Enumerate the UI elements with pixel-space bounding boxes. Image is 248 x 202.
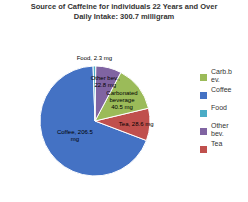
html-text:Other bev.: Other bev.	[211, 122, 229, 137]
svg-text:Tea, 28.6 mg: Tea, 28.6 mg	[119, 121, 154, 127]
html-text:Source of Caffeine for individ: Source of Caffeine for individuals 22 Ye…	[30, 2, 218, 11]
svg-text:Carbonatedbeverage40.5 mg: Carbonatedbeverage40.5 mg	[106, 90, 137, 110]
svg-text:Coffee, 206.5mg: Coffee, 206.5mg	[57, 129, 94, 142]
html-text:Food: Food	[211, 104, 227, 111]
html-text:Carb.b ev.: Carb.b ev.	[211, 68, 232, 83]
html-text:Coffee: Coffee	[211, 86, 232, 93]
html-text:Daily Intake: 300.7 milligram: Daily Intake: 300.7 milligram	[73, 12, 175, 21]
html-text:Tea: Tea	[211, 140, 223, 147]
svg-text:Food, 2.3 mg: Food, 2.3 mg	[77, 55, 112, 61]
svg-text:Other bev.,22.8 mg: Other bev.,22.8 mg	[91, 75, 121, 88]
